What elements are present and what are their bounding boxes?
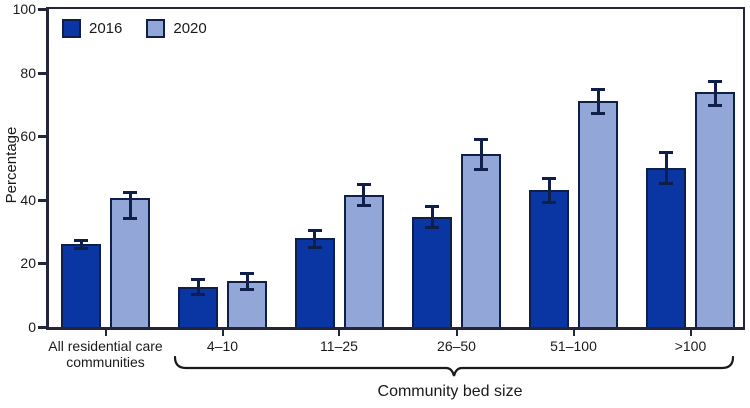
error-bar-cap-bottom xyxy=(708,103,722,107)
error-bar-cap-bottom xyxy=(425,226,439,230)
bar-2016 xyxy=(412,217,452,327)
x-tick xyxy=(338,330,340,336)
error-bar-cap-top xyxy=(240,271,254,275)
error-bar-cap-bottom xyxy=(240,288,254,292)
x-tick xyxy=(689,330,692,336)
error-bar-cap-top xyxy=(474,138,488,142)
legend-item-2020: 2020 xyxy=(146,19,207,38)
error-bar-cap-bottom xyxy=(307,245,322,249)
y-tick-label: 40 xyxy=(20,191,36,208)
error-bar-cap-bottom xyxy=(74,247,88,251)
error-bar-cap-top xyxy=(708,79,722,83)
x-tick-label: 11–25 xyxy=(320,338,358,354)
error-bar-cap-bottom xyxy=(659,181,673,185)
legend-label-2020: 2020 xyxy=(173,20,207,37)
error-bar-line xyxy=(245,272,249,291)
error-bar-cap-top xyxy=(74,238,88,242)
bar-2020 xyxy=(343,195,384,327)
error-bar-cap-top xyxy=(591,87,605,91)
x-tick-label: All residential care communities xyxy=(48,338,163,370)
legend: 2016 2020 xyxy=(62,19,231,38)
y-tick-label: 80 xyxy=(20,64,36,81)
error-bar-line xyxy=(664,152,668,184)
error-bar-cap-top xyxy=(191,278,205,282)
y-tick xyxy=(38,262,46,266)
error-bar-line xyxy=(196,279,200,296)
error-bar-line xyxy=(362,183,365,207)
error-bar-line xyxy=(479,139,483,170)
error-bar-cap-top xyxy=(123,190,137,194)
y-tick-label: 100 xyxy=(12,1,36,17)
error-bar-cap-top xyxy=(659,151,673,155)
error-bar-line xyxy=(430,206,434,229)
error-bar-line xyxy=(79,239,83,250)
error-bar-cap-bottom xyxy=(191,293,205,297)
error-bar-line xyxy=(128,191,132,219)
y-tick-label: 20 xyxy=(20,255,36,272)
x-tick xyxy=(221,330,224,336)
y-tick xyxy=(38,198,46,202)
error-bar-cap-top xyxy=(356,182,371,186)
error-bar-cap-bottom xyxy=(591,111,605,115)
error-bar-cap-bottom xyxy=(542,200,556,204)
bar-2020 xyxy=(461,153,501,327)
error-bar-cap-bottom xyxy=(474,167,488,171)
legend-swatch-2020 xyxy=(146,19,166,38)
error-bar-cap-bottom xyxy=(356,204,371,208)
bar-2016 xyxy=(294,237,335,327)
error-bar-line xyxy=(713,80,717,106)
error-bar-line xyxy=(313,230,316,248)
bar-2016 xyxy=(61,244,101,327)
bar-2016 xyxy=(529,190,569,327)
error-bar-cap-bottom xyxy=(123,216,137,220)
error-bar-line xyxy=(596,88,600,114)
error-bar-cap-top xyxy=(425,205,439,209)
y-tick xyxy=(38,71,46,75)
x-tick-label: 51–100 xyxy=(550,338,597,354)
bracket-brace xyxy=(173,356,735,377)
y-tick-label: 0 xyxy=(28,319,36,335)
brace-path xyxy=(173,356,735,377)
error-bar-line xyxy=(547,177,551,203)
error-bar-cap-top xyxy=(542,176,556,180)
y-tick-label: 60 xyxy=(20,128,36,145)
y-tick xyxy=(38,8,46,11)
y-axis-title: Percentage xyxy=(3,126,20,204)
x-tick xyxy=(455,330,458,336)
bar-2020 xyxy=(578,101,618,327)
x-tick-label: >100 xyxy=(674,338,707,354)
y-tick xyxy=(38,135,46,139)
plot-frame xyxy=(46,7,745,330)
legend-item-2016: 2016 xyxy=(62,19,122,38)
bar-2020 xyxy=(695,91,735,327)
y-tick xyxy=(38,326,46,329)
x-tick-label: 4–10 xyxy=(206,338,239,354)
x-axis-group-title: Community bed size xyxy=(377,383,523,400)
bar-2016 xyxy=(646,168,686,327)
x-tick xyxy=(572,330,575,336)
legend-swatch-2016 xyxy=(62,19,81,38)
legend-label-2016: 2016 xyxy=(89,20,123,37)
x-tick-label: 26–50 xyxy=(437,338,476,354)
error-bar-cap-top xyxy=(307,229,322,232)
x-tick xyxy=(104,330,107,336)
